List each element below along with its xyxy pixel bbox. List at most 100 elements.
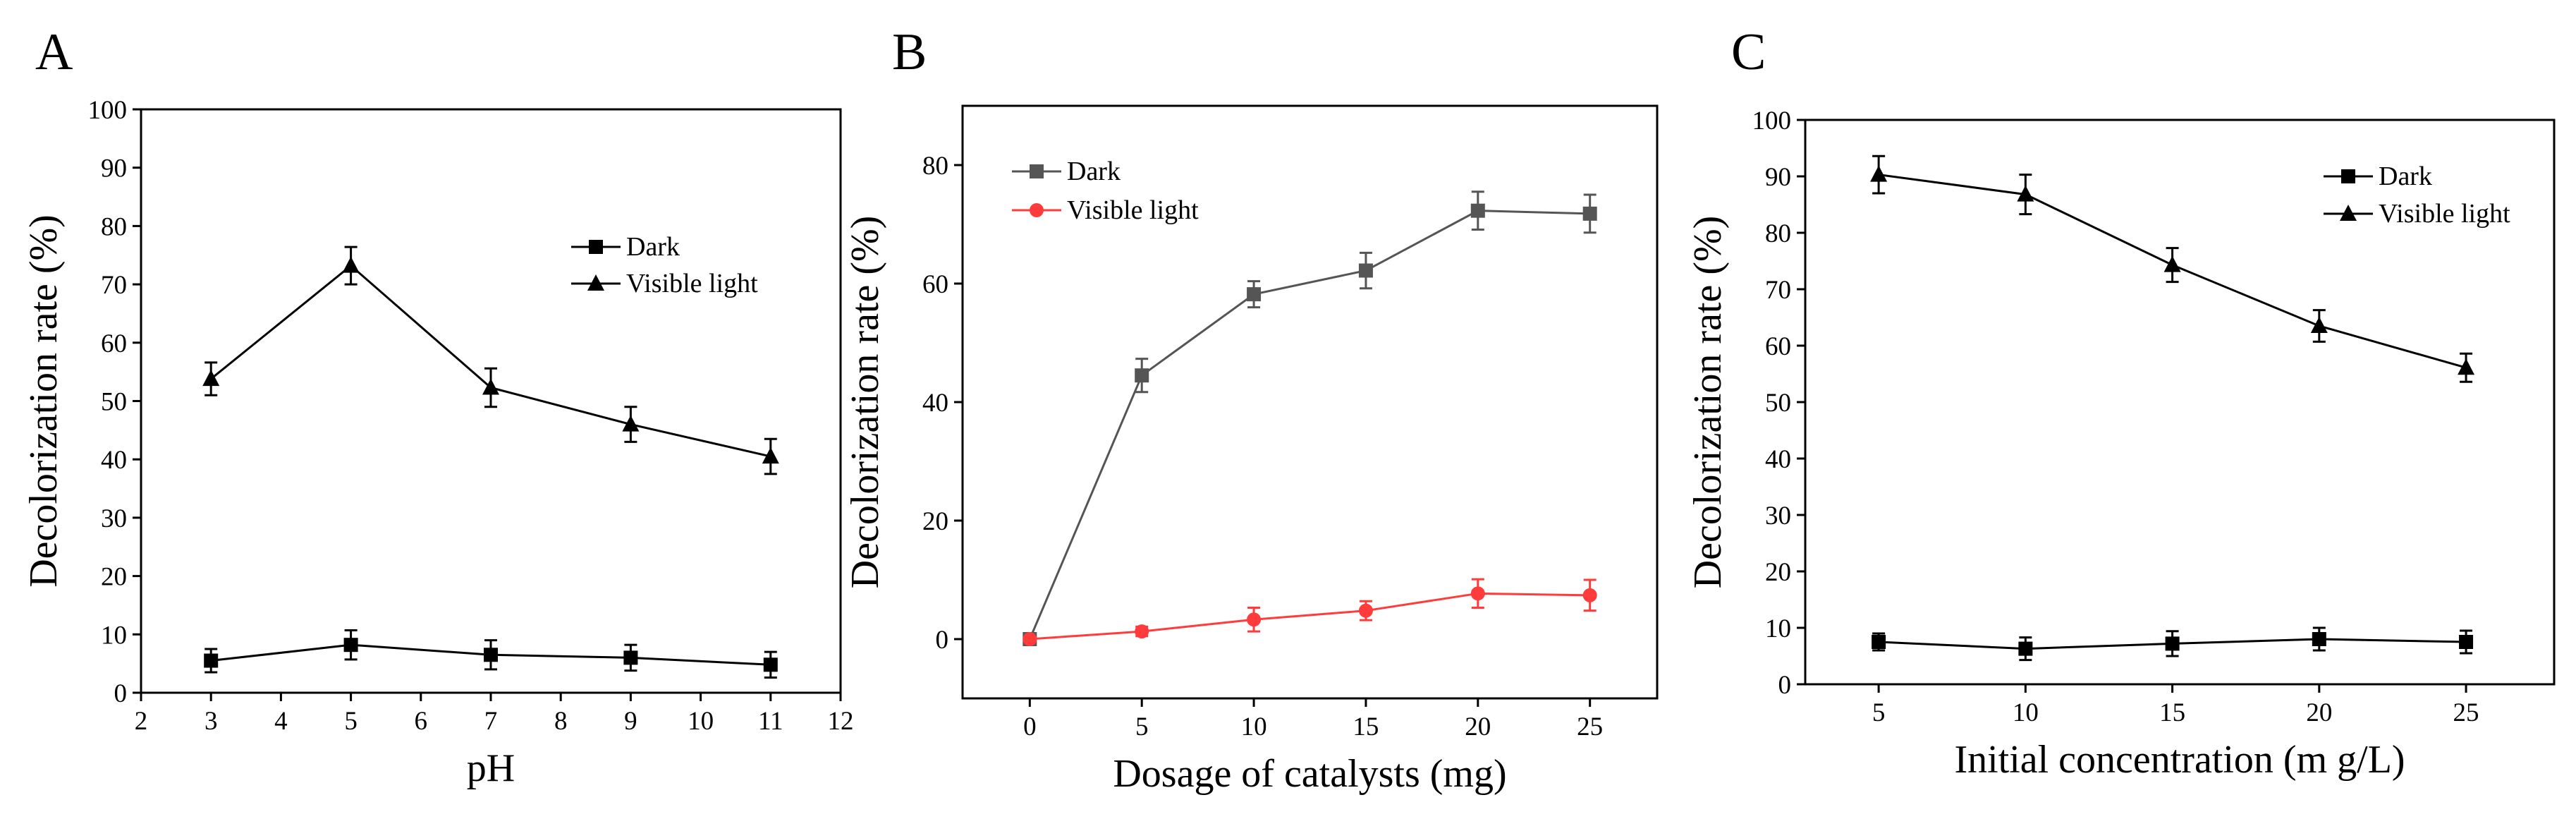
data-point bbox=[2165, 636, 2180, 651]
y-tick-label: 50 bbox=[1765, 389, 1791, 418]
data-point bbox=[1135, 368, 1149, 383]
x-tick-label: 7 bbox=[484, 707, 498, 736]
panel-label-a: A bbox=[35, 23, 73, 81]
legend-marker bbox=[2340, 205, 2357, 221]
x-tick-label: 20 bbox=[1465, 712, 1491, 741]
data-point bbox=[2312, 632, 2326, 646]
y-tick-label: 20 bbox=[1765, 558, 1791, 587]
legend-label: Visible light bbox=[626, 269, 758, 298]
y-tick-label: 0 bbox=[114, 679, 128, 708]
y-axis-title: Decolorization rate (%) bbox=[1686, 216, 1730, 589]
y-tick-label: 50 bbox=[101, 388, 127, 417]
y-tick-label: 90 bbox=[101, 154, 127, 183]
legend-marker bbox=[1030, 203, 1044, 217]
data-point bbox=[623, 650, 638, 665]
y-tick-label: 70 bbox=[1765, 276, 1791, 305]
data-point bbox=[482, 378, 499, 395]
legend-marker bbox=[587, 274, 604, 291]
x-axis-title: pH bbox=[467, 746, 515, 790]
x-tick-label: 15 bbox=[1353, 712, 1379, 741]
y-tick-label: 0 bbox=[936, 626, 949, 655]
x-tick-label: 4 bbox=[274, 707, 288, 736]
x-tick-label: 12 bbox=[828, 707, 854, 736]
legend-label: Dark bbox=[626, 232, 680, 262]
chart-b: 0 5 10 15 20 25 0 20 40 60 80 Dosage of catalysts (… bbox=[843, 104, 1659, 796]
data-point bbox=[1358, 603, 1373, 618]
x-tick-label: 25 bbox=[1577, 712, 1603, 741]
x-tick-label: 11 bbox=[758, 707, 783, 736]
data-point bbox=[1870, 165, 1888, 182]
x-tick-label: 8 bbox=[554, 707, 568, 736]
panel-label-c: C bbox=[1731, 23, 1766, 81]
x-tick-label: 2 bbox=[135, 707, 148, 736]
data-point bbox=[343, 638, 358, 653]
data-point bbox=[1247, 612, 1262, 627]
series-line-dark bbox=[1028, 210, 1590, 640]
data-point bbox=[342, 256, 360, 273]
data-point bbox=[2018, 641, 2033, 656]
y-tick-label: 20 bbox=[101, 563, 127, 592]
y-tick-label: 80 bbox=[101, 212, 127, 241]
data-point bbox=[1023, 632, 1037, 646]
data-point bbox=[2310, 317, 2328, 333]
y-tick-label: 90 bbox=[1765, 163, 1791, 192]
chart-c: 5 10 15 20 25 0 10 20 30 40 50 60 70 80 90 100 Initial c… bbox=[1686, 107, 2556, 782]
data-point bbox=[762, 447, 779, 464]
data-point bbox=[1872, 635, 1886, 649]
y-tick-label: 100 bbox=[88, 96, 128, 125]
x-tick-label: 10 bbox=[688, 707, 714, 736]
legend-marker bbox=[1030, 164, 1044, 178]
data-point bbox=[2458, 358, 2475, 375]
y-tick-label: 10 bbox=[101, 621, 127, 650]
y-tick-label: 60 bbox=[1765, 332, 1791, 361]
data-point bbox=[1247, 287, 1262, 302]
data-point bbox=[1358, 263, 1373, 278]
x-axis-title: Initial concentration (m g/L) bbox=[1954, 738, 2405, 782]
x-tick-label: 0 bbox=[1023, 712, 1037, 741]
y-tick-label: 0 bbox=[1778, 671, 1792, 700]
y-tick-label: 60 bbox=[922, 270, 948, 299]
x-tick-label: 25 bbox=[2453, 698, 2479, 727]
y-tick-label: 40 bbox=[1765, 445, 1791, 474]
data-point bbox=[484, 648, 498, 662]
data-point bbox=[1582, 588, 1597, 602]
chart-a: 2 3 4 5 6 7 8 9 10 11 12 0 10 20 30 40 50 60 70 80 90 100 pH De… bbox=[22, 96, 854, 790]
data-point bbox=[1470, 586, 1485, 601]
data-point bbox=[622, 415, 640, 432]
data-point bbox=[2017, 185, 2034, 202]
y-tick-label: 40 bbox=[101, 446, 127, 475]
x-axis-title: Dosage of catalysts (mg) bbox=[1113, 752, 1506, 796]
x-tick-label: 10 bbox=[1241, 712, 1267, 741]
y-tick-label: 40 bbox=[922, 389, 948, 418]
x-tick-label: 15 bbox=[2159, 698, 2185, 727]
data-point bbox=[202, 370, 220, 387]
legend-label: Dark bbox=[2379, 162, 2432, 191]
y-tick-label: 60 bbox=[101, 329, 127, 358]
legend-label: Visible light bbox=[2379, 199, 2510, 229]
x-tick-label: 5 bbox=[1135, 712, 1149, 741]
legend-marker bbox=[2341, 169, 2355, 183]
x-tick-label: 20 bbox=[2306, 698, 2332, 727]
y-tick-label: 20 bbox=[922, 507, 948, 536]
panel-label-b: B bbox=[892, 23, 927, 81]
data-point bbox=[1470, 203, 1485, 218]
data-point bbox=[2163, 255, 2181, 272]
x-tick-label: 10 bbox=[2013, 698, 2039, 727]
x-tick-label: 9 bbox=[624, 707, 637, 736]
series-line-visible-light bbox=[1030, 592, 1590, 641]
y-tick-label: 10 bbox=[1765, 614, 1791, 643]
y-tick-label: 30 bbox=[1765, 502, 1791, 530]
x-tick-label: 3 bbox=[205, 707, 218, 736]
data-point bbox=[1135, 624, 1149, 639]
y-axis-title: Decolorization rate (%) bbox=[843, 216, 887, 589]
legend-marker bbox=[589, 240, 603, 254]
x-tick-label: 5 bbox=[1872, 698, 1886, 727]
y-tick-label: 30 bbox=[101, 504, 127, 533]
y-axis-title: Decolorization rate (%) bbox=[22, 214, 66, 588]
legend-label: Visible light bbox=[1067, 195, 1199, 225]
y-tick-label: 80 bbox=[922, 152, 948, 181]
data-point bbox=[763, 657, 778, 672]
legend-label: Dark bbox=[1067, 157, 1121, 186]
data-point bbox=[1582, 206, 1597, 221]
